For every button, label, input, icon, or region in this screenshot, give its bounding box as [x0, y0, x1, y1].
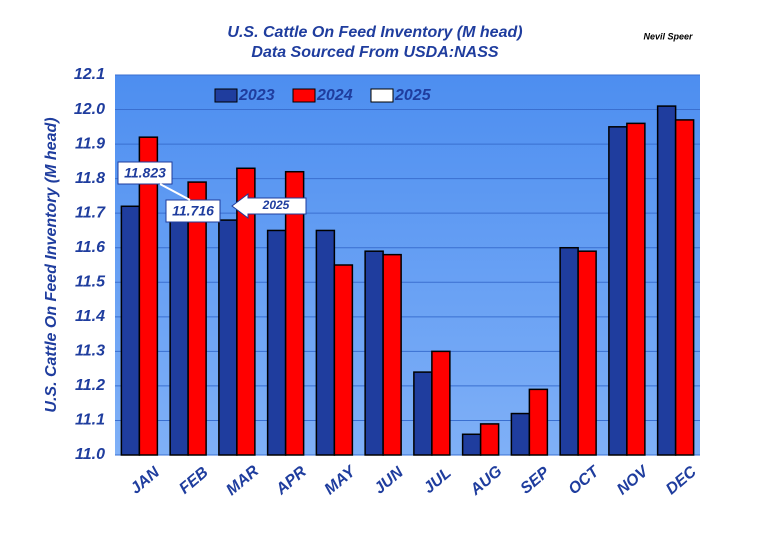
- bar: [510, 412, 531, 456]
- bar: [577, 250, 597, 456]
- y-tick-label: 11.2: [75, 377, 105, 394]
- bar: [461, 433, 482, 456]
- y-axis-label: U.S. Cattle On Feed Inventory (M head): [43, 117, 60, 412]
- bar: [364, 250, 384, 456]
- x-tick-label: AUG: [467, 463, 506, 500]
- y-tick-label: 11.8: [75, 170, 105, 187]
- y-tick-label: 11.3: [75, 343, 105, 360]
- bar: [674, 119, 695, 456]
- bar: [479, 423, 500, 456]
- x-tick-label: JUN: [371, 464, 407, 498]
- bar: [559, 246, 579, 456]
- x-tick-label: DEC: [663, 463, 700, 498]
- author: Nevil Speer: [643, 31, 693, 41]
- y-tick-label: 12.1: [74, 66, 105, 83]
- bar: [284, 170, 305, 456]
- callout-line: [159, 183, 191, 201]
- plot-area: [115, 75, 700, 455]
- x-tick-label: SEP: [517, 464, 553, 498]
- bar: [656, 105, 677, 456]
- bar: [120, 205, 141, 456]
- x-tick-label: OCT: [566, 463, 604, 499]
- value-label: 11.823: [124, 165, 166, 181]
- y-tick-label: 11.5: [75, 273, 106, 290]
- x-tick-label: MAR: [223, 462, 262, 499]
- chart-subtitle: Data Sourced From USDA:NASS: [251, 44, 498, 61]
- y-tick-label: 11.1: [75, 412, 105, 429]
- x-tick-label: FEB: [176, 464, 211, 498]
- bar: [236, 167, 256, 456]
- legend-swatch: [292, 88, 316, 103]
- bar: [169, 208, 189, 456]
- bar: [138, 136, 159, 456]
- annotation: 2025: [262, 198, 290, 212]
- bar: [626, 122, 646, 456]
- y-tick-label: 11.0: [75, 446, 105, 463]
- bar: [608, 126, 628, 456]
- legend-label: 2024: [316, 87, 353, 104]
- legend-swatch: [214, 88, 238, 103]
- bar: [266, 229, 287, 456]
- bar: [413, 371, 433, 456]
- value-label-box: [117, 161, 173, 185]
- y-tick-label: 11.6: [75, 239, 105, 256]
- chart-title: U.S. Cattle On Feed Inventory (M head): [227, 24, 522, 41]
- x-tick-label: MAY: [322, 462, 360, 498]
- bar: [187, 181, 207, 456]
- x-tick-label: JUL: [421, 465, 455, 497]
- y-tick-label: 11.7: [75, 204, 106, 221]
- bar: [528, 388, 549, 456]
- y-tick-label: 11.4: [75, 308, 105, 325]
- bar: [315, 229, 336, 456]
- bar: [382, 253, 402, 456]
- bar: [431, 350, 451, 456]
- bar: [218, 219, 238, 456]
- annotation-arrow: [231, 193, 307, 219]
- x-tick-label: NOV: [614, 462, 653, 498]
- y-tick-label: 11.9: [75, 135, 105, 152]
- legend-label: 2025: [394, 87, 432, 104]
- value-label-box: [165, 199, 221, 223]
- value-label: 11.716: [172, 203, 214, 219]
- x-tick-label: APR: [272, 463, 310, 499]
- legend-label: 2023: [238, 87, 275, 104]
- y-tick-label: 12.0: [74, 101, 105, 118]
- x-tick-label: JAN: [127, 464, 163, 498]
- legend-swatch: [370, 88, 394, 103]
- bar: [333, 264, 354, 456]
